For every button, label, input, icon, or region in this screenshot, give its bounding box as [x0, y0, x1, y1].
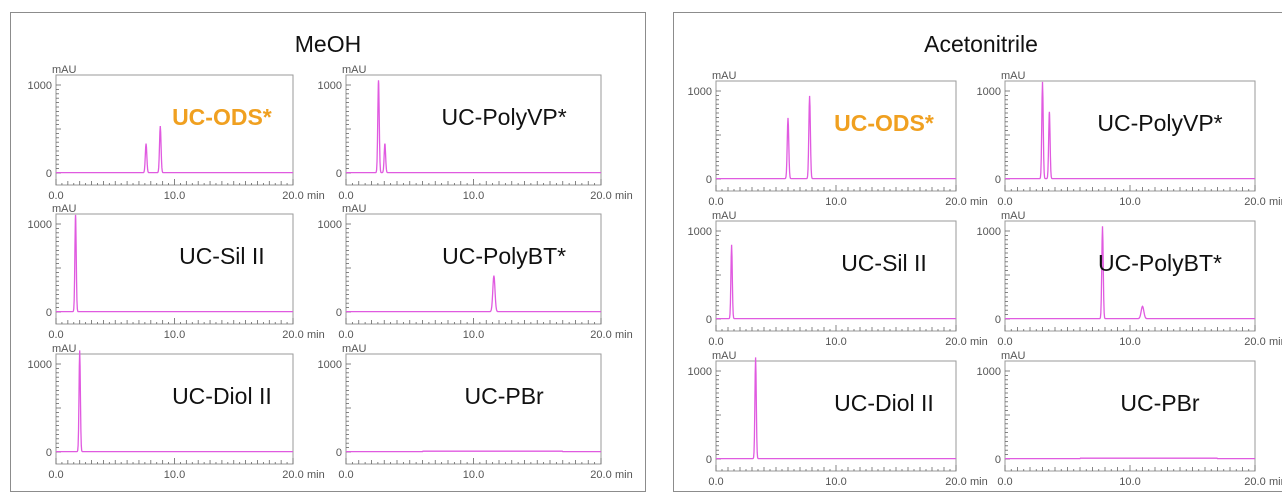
y-tick-label: 1000	[977, 86, 1001, 98]
x-tick-label: 20.0	[1244, 476, 1265, 488]
column-label: UC-ODS*	[172, 104, 272, 130]
plot-frame	[56, 354, 293, 464]
y-tick-label: 0	[706, 454, 712, 466]
y-tick-label: 0	[995, 454, 1001, 466]
y-tick-label: 1000	[318, 80, 342, 92]
x-tick-label: 20.0	[282, 469, 303, 481]
y-tick-label: 1000	[688, 226, 712, 238]
y-axis-unit: mAU	[52, 203, 77, 215]
y-tick-label: 0	[995, 174, 1001, 186]
column-label: UC-Sil II	[179, 243, 265, 269]
y-tick-label: 1000	[318, 359, 342, 371]
column-label: UC-Diol II	[172, 383, 272, 409]
column-label: UC-ODS*	[834, 110, 934, 136]
x-tick-label: 0.0	[48, 469, 63, 481]
x-axis-unit: min	[615, 469, 633, 481]
plot-frame	[346, 354, 601, 464]
x-tick-label: 20.0	[590, 469, 611, 481]
y-tick-label: 0	[336, 168, 342, 180]
y-tick-label: 0	[46, 307, 52, 319]
y-axis-unit: mAU	[342, 64, 367, 76]
x-tick-label: 10.0	[1119, 476, 1140, 488]
y-axis-unit: mAU	[342, 343, 367, 355]
y-axis-unit: mAU	[712, 210, 737, 222]
plot-frame	[1005, 221, 1255, 331]
x-tick-label: 20.0	[945, 476, 966, 488]
plot-frame	[716, 361, 956, 471]
y-tick-label: 1000	[318, 219, 342, 231]
y-tick-label: 0	[706, 314, 712, 326]
y-axis-unit: mAU	[342, 203, 367, 215]
y-tick-label: 1000	[977, 366, 1001, 378]
column-label: UC-PolyBT*	[442, 243, 566, 269]
y-tick-label: 1000	[688, 366, 712, 378]
chromatogram: 1000 0 mAU 0.0 10.0 20.0 min UC-PBr	[970, 347, 1280, 497]
plot-frame	[716, 81, 956, 191]
y-axis-unit: mAU	[52, 64, 77, 76]
plot-frame	[716, 221, 956, 331]
y-axis-unit: mAU	[1001, 210, 1026, 222]
plot-frame	[56, 75, 293, 185]
panel-title: Acetonitrile	[674, 31, 1282, 58]
y-tick-label: 1000	[688, 86, 712, 98]
column-label: UC-PBr	[1120, 390, 1200, 416]
panel-title: MeOH	[11, 31, 645, 58]
plot-frame	[1005, 361, 1255, 471]
y-tick-label: 0	[995, 314, 1001, 326]
x-axis-unit: min	[1269, 476, 1282, 488]
y-tick-label: 0	[46, 447, 52, 459]
y-tick-label: 0	[706, 174, 712, 186]
y-axis-unit: mAU	[52, 343, 77, 355]
x-tick-label: 10.0	[825, 476, 846, 488]
y-tick-label: 0	[46, 168, 52, 180]
y-axis-unit: mAU	[712, 350, 737, 362]
y-tick-label: 0	[336, 447, 342, 459]
column-label: UC-PolyVP*	[441, 104, 566, 130]
column-label: UC-Sil II	[841, 250, 927, 276]
x-tick-label: 0.0	[708, 476, 723, 488]
y-axis-unit: mAU	[712, 70, 737, 82]
y-tick-label: 1000	[28, 80, 52, 92]
y-tick-label: 0	[336, 307, 342, 319]
column-label: UC-PolyVP*	[1097, 110, 1222, 136]
panel-meoh: MeOH 1000 0 mAU 0.0 10.0 20.0 min UC-ODS* 1000 0 m…	[10, 12, 646, 492]
plot-frame	[56, 214, 293, 324]
plot-frame	[346, 214, 601, 324]
column-label: UC-PolyBT*	[1098, 250, 1222, 276]
y-tick-label: 1000	[28, 359, 52, 371]
panel-acetonitrile: Acetonitrile 1000 0 mAU 0.0 10.0 20.0 min UC-OD…	[673, 12, 1282, 492]
y-axis-unit: mAU	[1001, 350, 1026, 362]
x-tick-label: 10.0	[164, 469, 185, 481]
x-tick-label: 0.0	[338, 469, 353, 481]
y-tick-label: 1000	[28, 219, 52, 231]
y-tick-label: 1000	[977, 226, 1001, 238]
column-label: UC-PBr	[464, 383, 544, 409]
y-axis-unit: mAU	[1001, 70, 1026, 82]
x-tick-label: 0.0	[997, 476, 1012, 488]
x-tick-label: 10.0	[463, 469, 484, 481]
column-label: UC-Diol II	[834, 390, 934, 416]
plot-frame	[346, 75, 601, 185]
